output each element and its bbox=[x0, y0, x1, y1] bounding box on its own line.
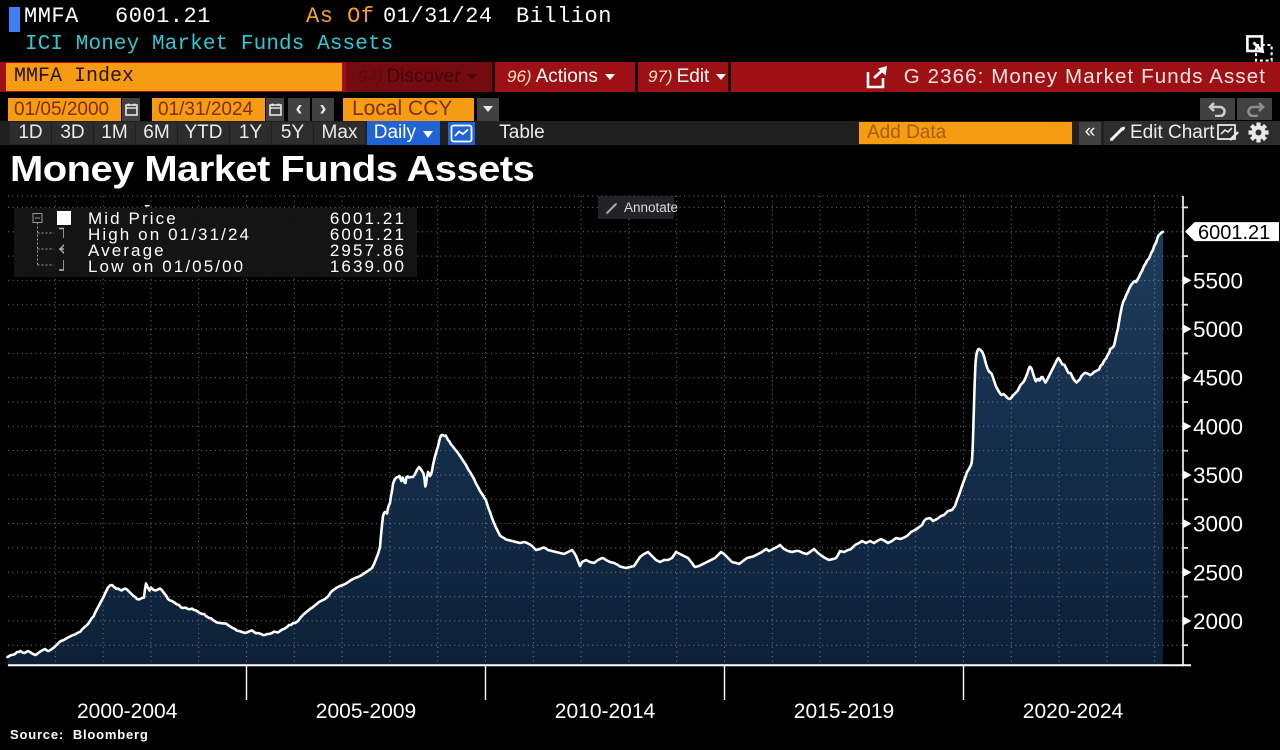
svg-text:4000: 4000 bbox=[1193, 414, 1243, 439]
svg-text:2000: 2000 bbox=[1193, 609, 1243, 634]
svg-text:2010-2014: 2010-2014 bbox=[555, 700, 656, 723]
svg-text:4500: 4500 bbox=[1193, 366, 1243, 391]
svg-text:3500: 3500 bbox=[1193, 463, 1243, 488]
svg-text:2500: 2500 bbox=[1193, 560, 1243, 585]
svg-text:5500: 5500 bbox=[1193, 268, 1243, 293]
svg-text:3000: 3000 bbox=[1193, 512, 1243, 537]
svg-text:2000-2004: 2000-2004 bbox=[77, 700, 178, 723]
svg-text:2015-2019: 2015-2019 bbox=[794, 700, 894, 723]
svg-text:5000: 5000 bbox=[1193, 317, 1243, 342]
svg-text:6001.21: 6001.21 bbox=[1198, 222, 1270, 244]
svg-text:2020-2024: 2020-2024 bbox=[1023, 700, 1124, 723]
svg-text:2005-2009: 2005-2009 bbox=[316, 700, 416, 723]
